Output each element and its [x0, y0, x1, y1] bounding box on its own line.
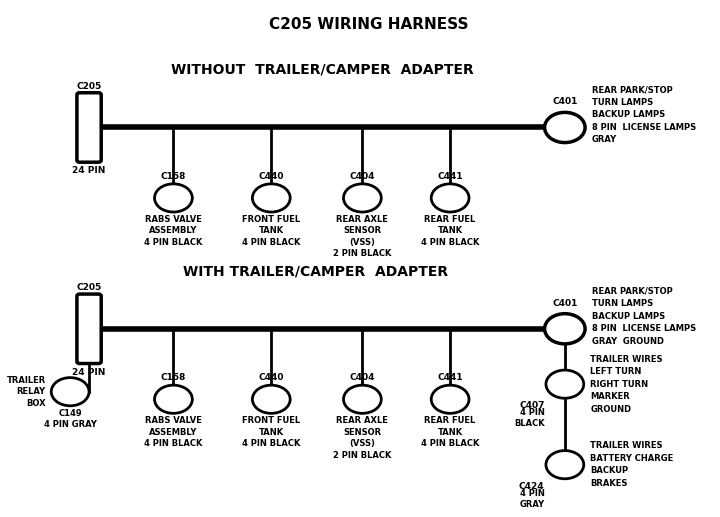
- Circle shape: [253, 385, 290, 414]
- Text: C404: C404: [350, 373, 375, 382]
- Text: 24 PIN: 24 PIN: [73, 368, 106, 376]
- Circle shape: [544, 112, 585, 143]
- Text: C205: C205: [76, 283, 102, 292]
- Text: RABS VALVE
ASSEMBLY
4 PIN BLACK: RABS VALVE ASSEMBLY 4 PIN BLACK: [144, 416, 202, 448]
- Circle shape: [155, 385, 192, 414]
- Text: C401: C401: [552, 299, 577, 308]
- Text: C158: C158: [161, 172, 186, 181]
- Text: C158: C158: [161, 373, 186, 382]
- Text: RABS VALVE
ASSEMBLY
4 PIN BLACK: RABS VALVE ASSEMBLY 4 PIN BLACK: [144, 215, 202, 247]
- Text: C440: C440: [258, 172, 284, 181]
- Text: REAR AXLE
SENSOR
(VSS)
2 PIN BLACK: REAR AXLE SENSOR (VSS) 2 PIN BLACK: [333, 416, 392, 460]
- Text: C407: C407: [519, 401, 544, 410]
- Text: 4 PIN
BLACK: 4 PIN BLACK: [514, 408, 544, 429]
- Text: C441: C441: [437, 373, 463, 382]
- Text: TRAILER
RELAY
BOX: TRAILER RELAY BOX: [6, 376, 46, 408]
- FancyBboxPatch shape: [77, 294, 102, 363]
- Circle shape: [51, 377, 89, 406]
- Circle shape: [343, 385, 382, 414]
- Text: C424: C424: [519, 482, 544, 491]
- Text: WITHOUT  TRAILER/CAMPER  ADAPTER: WITHOUT TRAILER/CAMPER ADAPTER: [171, 63, 473, 77]
- Text: TRAILER WIRES
LEFT TURN
RIGHT TURN
MARKER
GROUND: TRAILER WIRES LEFT TURN RIGHT TURN MARKE…: [590, 355, 663, 414]
- Text: FRONT FUEL
TANK
4 PIN BLACK: FRONT FUEL TANK 4 PIN BLACK: [242, 215, 300, 247]
- Text: REAR FUEL
TANK
4 PIN BLACK: REAR FUEL TANK 4 PIN BLACK: [421, 416, 480, 448]
- Text: C440: C440: [258, 373, 284, 382]
- Text: REAR PARK/STOP
TURN LAMPS
BACKUP LAMPS
8 PIN  LICENSE LAMPS
GRAY  GROUND: REAR PARK/STOP TURN LAMPS BACKUP LAMPS 8…: [592, 287, 696, 346]
- Text: C401: C401: [552, 97, 577, 107]
- Text: REAR AXLE
SENSOR
(VSS)
2 PIN BLACK: REAR AXLE SENSOR (VSS) 2 PIN BLACK: [333, 215, 392, 258]
- Text: TRAILER WIRES
BATTERY CHARGE
BACKUP
BRAKES: TRAILER WIRES BATTERY CHARGE BACKUP BRAK…: [590, 442, 674, 488]
- Text: C149
4 PIN GRAY: C149 4 PIN GRAY: [44, 409, 96, 429]
- Circle shape: [546, 370, 584, 398]
- Text: 4 PIN
GRAY: 4 PIN GRAY: [519, 489, 544, 509]
- Circle shape: [253, 184, 290, 212]
- Text: C205: C205: [76, 82, 102, 91]
- Text: FRONT FUEL
TANK
4 PIN BLACK: FRONT FUEL TANK 4 PIN BLACK: [242, 416, 300, 448]
- Text: C205 WIRING HARNESS: C205 WIRING HARNESS: [269, 17, 469, 32]
- Circle shape: [544, 314, 585, 344]
- Text: REAR PARK/STOP
TURN LAMPS
BACKUP LAMPS
8 PIN  LICENSE LAMPS
GRAY: REAR PARK/STOP TURN LAMPS BACKUP LAMPS 8…: [592, 85, 696, 144]
- FancyBboxPatch shape: [77, 93, 102, 162]
- Circle shape: [431, 385, 469, 414]
- Text: WITH TRAILER/CAMPER  ADAPTER: WITH TRAILER/CAMPER ADAPTER: [183, 265, 448, 279]
- Circle shape: [155, 184, 192, 212]
- Text: C404: C404: [350, 172, 375, 181]
- Circle shape: [546, 451, 584, 479]
- Circle shape: [343, 184, 382, 212]
- Circle shape: [431, 184, 469, 212]
- Text: 24 PIN: 24 PIN: [73, 166, 106, 175]
- Text: C441: C441: [437, 172, 463, 181]
- Text: REAR FUEL
TANK
4 PIN BLACK: REAR FUEL TANK 4 PIN BLACK: [421, 215, 480, 247]
